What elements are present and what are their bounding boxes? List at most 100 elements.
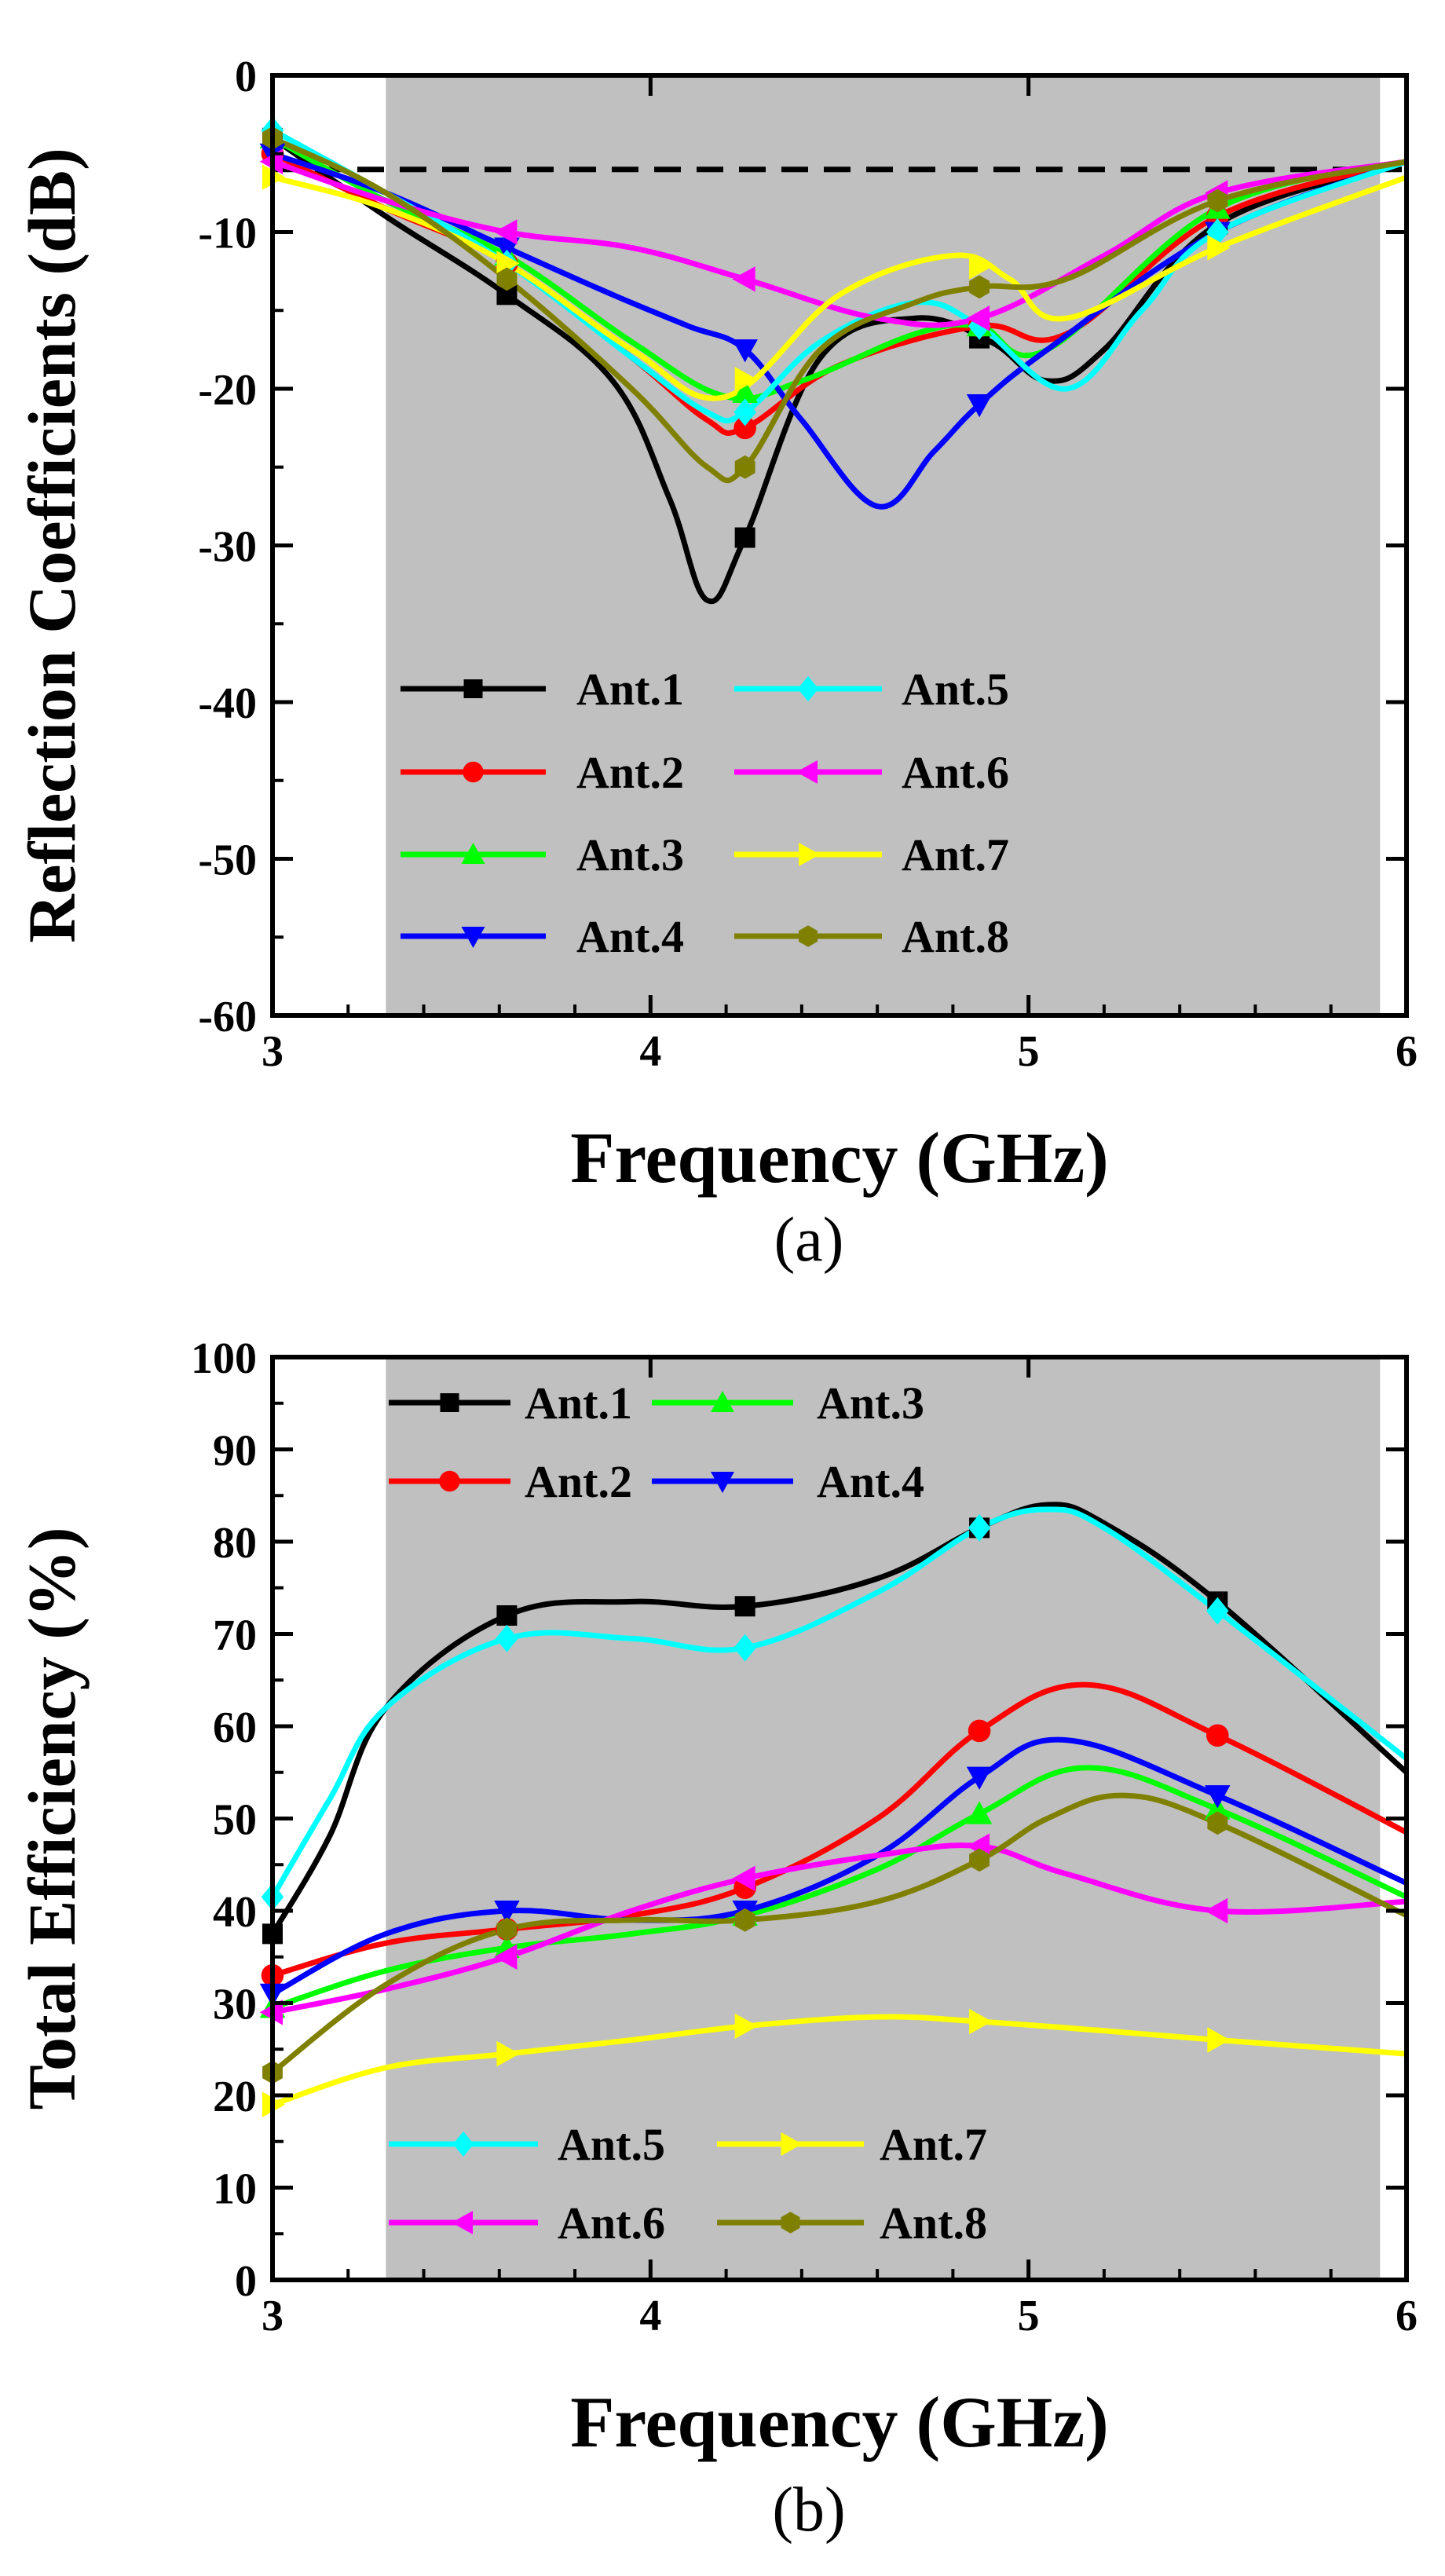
data-point-ant-7 (969, 254, 993, 280)
series-line-ant-2 (273, 1681, 1407, 1978)
data-point-ant-7 (496, 251, 520, 276)
y-tick-label: 100 (191, 1334, 257, 1383)
legend-marker (461, 843, 485, 864)
legend-marker (452, 2131, 474, 2157)
legend-label: Ant.6 (558, 2197, 665, 2249)
legend-label: Ant.3 (576, 829, 684, 880)
legend-item-ant-4: Ant.4 (401, 911, 684, 962)
x-tick-label: 4 (639, 2292, 661, 2340)
y-tick-label: 30 (213, 1981, 257, 2029)
y-axis-label: Total Efficiency (%) (14, 1527, 90, 2109)
figure-caption: (b) (772, 2475, 845, 2545)
legend-item-ant-5: Ant.5 (389, 2119, 665, 2170)
series-line-ant-5 (273, 1506, 1407, 1899)
data-point-ant-1 (734, 1596, 755, 1617)
legend-marker (463, 761, 484, 783)
legend-label: Ant.1 (525, 1378, 632, 1429)
data-point-ant-4 (494, 1901, 520, 1924)
series-line-ant-6 (273, 1842, 1407, 2015)
x-tick-label: 4 (639, 1027, 661, 1076)
data-point-ant-8 (1207, 188, 1228, 213)
legend-marker (796, 760, 818, 784)
legend-marker (461, 927, 485, 948)
legend-item-ant-7: Ant.7 (734, 829, 1009, 880)
legend-item-ant-7: Ant.7 (717, 2119, 987, 2170)
data-point-ant-4 (1205, 1785, 1231, 1809)
data-point-ant-3 (966, 1801, 993, 1824)
series-line-ant-7 (273, 174, 1407, 401)
data-point-ant-5 (1206, 1597, 1229, 1625)
series-line-ant-7 (273, 2014, 1407, 2108)
x-axis-label: Frequency (GHz) (570, 1118, 1109, 1198)
legend-label: Ant.5 (902, 664, 1009, 715)
series-line-ant-4 (273, 1736, 1407, 1996)
legend-label: Ant.8 (902, 911, 1009, 962)
legend-marker (440, 1393, 459, 1412)
y-tick-label: 50 (213, 1796, 257, 1845)
data-point-ant-6 (494, 1944, 518, 1970)
legend-marker (781, 2132, 803, 2156)
legend-item-ant-6: Ant.6 (734, 747, 1009, 798)
data-point-ant-4 (966, 393, 993, 418)
y-tick-label: -60 (198, 993, 257, 1041)
y-axis-label: Reflection Coefficients (dB) (14, 148, 90, 943)
chart-reflection-coefficients: 3 4 5 6 0 -10 -20 -30 -40 -50 -60 Frequency (GHz) Re… (14, 53, 1418, 1275)
data-point-ant-4 (732, 339, 758, 363)
legend-label: Ant.7 (880, 2119, 987, 2170)
data-point-ant-5 (733, 398, 756, 426)
data-point-ant-7 (496, 2040, 520, 2067)
data-point-ant-8 (734, 1908, 755, 1932)
data-point-ant-7 (1207, 2027, 1231, 2053)
legend-item-ant-2: Ant.2 (401, 747, 684, 798)
series-line-ant-3 (273, 1765, 1407, 2011)
x-tick-label: 5 (1018, 1027, 1040, 1076)
data-point-ant-6 (732, 266, 755, 292)
y-tick-label: -50 (198, 836, 257, 885)
legend-label: Ant.5 (558, 2119, 665, 2170)
data-point-ant-7 (1207, 235, 1231, 261)
y-tick-label: -20 (198, 366, 257, 415)
data-point-ant-6 (1205, 1897, 1228, 1924)
legend-label: Ant.7 (902, 829, 1009, 880)
legend-label: Ant.8 (880, 2197, 987, 2249)
legend-label: Ant.6 (902, 747, 1009, 798)
legend-marker (711, 1391, 734, 1412)
legend-item-ant-3: Ant.3 (401, 829, 684, 880)
y-tick-label: 10 (213, 2165, 257, 2214)
data-point-ant-6 (494, 219, 518, 245)
y-tick-label: 70 (213, 1612, 257, 1660)
y-tick-label: -10 (198, 210, 257, 258)
y-tick-label: -30 (198, 523, 257, 572)
series-line-ant-8 (273, 1792, 1407, 2075)
x-tick-label: 6 (1396, 1027, 1418, 1076)
y-tick-label: 90 (213, 1427, 257, 1476)
figure-caption: (a) (774, 1206, 844, 1275)
legend-item-ant-1: Ant.1 (401, 664, 684, 715)
series-line-ant-6 (273, 159, 1407, 328)
data-point-ant-8 (969, 1848, 990, 1872)
data-point-ant-3 (732, 379, 758, 403)
legend-label: Ant.4 (576, 911, 684, 962)
legend-label: Ant.1 (576, 664, 684, 715)
legend-marker (439, 1470, 460, 1492)
data-point-ant-8 (496, 1917, 518, 1941)
legend-item-ant-8: Ant.8 (717, 2197, 987, 2249)
data-point-ant-6 (732, 1865, 755, 1892)
legend-marker (463, 679, 483, 698)
legend-item-ant-5: Ant.5 (734, 664, 1009, 715)
legend-label: Ant.3 (817, 1378, 924, 1429)
x-tick-label: 5 (1018, 2292, 1040, 2340)
legend-item-ant-6: Ant.6 (389, 2197, 665, 2249)
data-point-ant-4 (494, 237, 520, 261)
data-point-ant-2 (733, 416, 756, 440)
legend-marker (799, 925, 818, 947)
data-point-ant-7 (969, 2008, 993, 2035)
y-tick-label: 40 (213, 1888, 257, 1937)
x-axis-label: Frequency (GHz) (570, 2382, 1109, 2462)
x-tick-label: 3 (262, 1027, 284, 1076)
data-point-ant-6 (966, 305, 990, 331)
data-point-ant-5 (733, 1634, 756, 1662)
legend-item-ant-8: Ant.8 (734, 911, 1009, 962)
